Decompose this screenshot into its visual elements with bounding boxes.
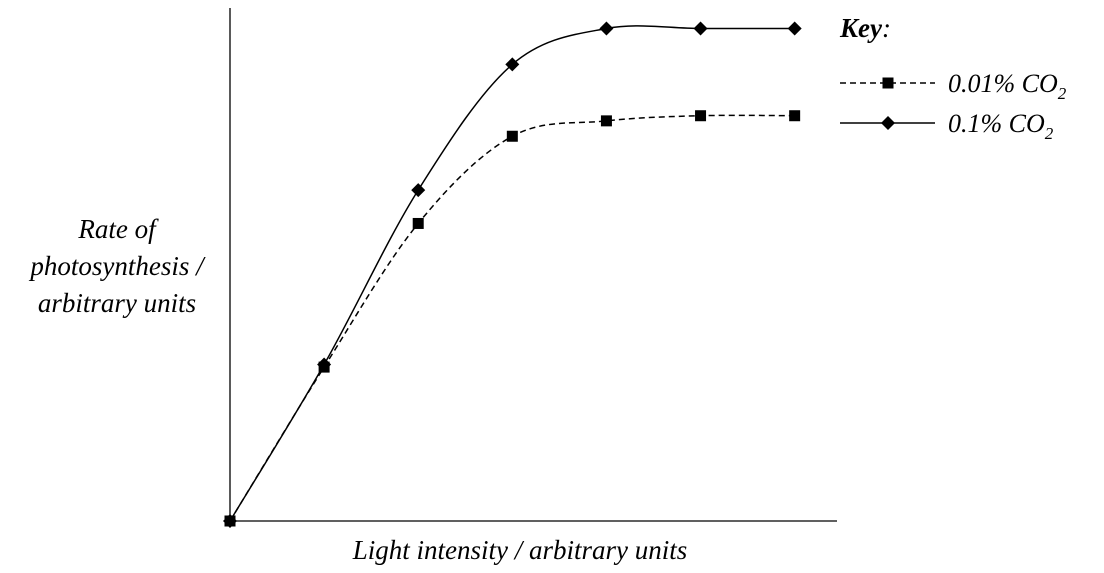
data-point-square	[506, 130, 518, 142]
series-line-square	[229, 114, 795, 522]
legend-title-key: Key	[839, 13, 883, 43]
data-point-diamond	[505, 57, 520, 72]
data-point-square	[412, 217, 424, 229]
data-point-square	[789, 110, 801, 122]
legend-swatch-marker	[881, 116, 895, 130]
x-axis-label: Light intensity / arbitrary units	[352, 535, 688, 565]
legend-title: Key:	[839, 13, 891, 43]
data-point-square	[600, 115, 612, 127]
legend-title-colon: :	[882, 13, 891, 43]
legend-item-diamond: 0.1% CO2	[840, 109, 1054, 143]
series-layer	[223, 21, 802, 528]
y-axis-label-line-1: Rate of	[77, 214, 159, 244]
legend-label-text: 0.01% CO	[948, 69, 1058, 98]
legend-label-text: 0.1% CO	[948, 109, 1045, 138]
legend-swatch-marker	[882, 77, 894, 89]
data-point-diamond	[693, 21, 708, 36]
legend-label: 0.1% CO2	[948, 109, 1054, 143]
data-point-diamond	[317, 357, 332, 372]
y-axis-label-line-3: arbitrary units	[38, 288, 196, 318]
data-point-square	[695, 110, 707, 122]
legend-label: 0.01% CO2	[948, 69, 1067, 103]
y-axis-label-line-2: photosynthesis /	[28, 251, 206, 281]
series-line-diamond	[229, 25, 795, 522]
data-point-diamond	[599, 21, 614, 36]
data-point-diamond	[223, 514, 237, 528]
data-point-diamond	[787, 21, 802, 36]
data-point-diamond	[411, 183, 426, 198]
legend-label-subscript: 2	[1058, 84, 1067, 103]
legend-label-subscript: 2	[1045, 124, 1054, 143]
legend-item-square: 0.01% CO2	[840, 69, 1067, 103]
